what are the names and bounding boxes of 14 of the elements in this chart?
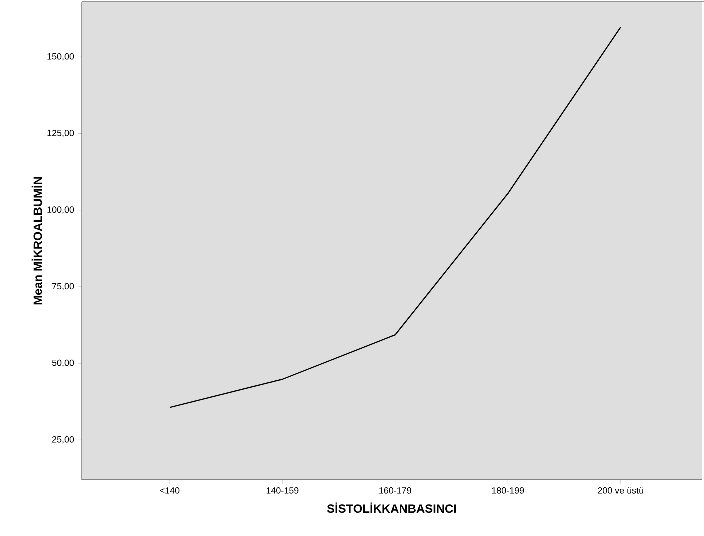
y-tick-label: 75,00 [52,283,74,291]
y-tick-label: 25,00 [52,436,74,444]
y-tick-label: 125,00 [48,130,74,138]
x-tick-label: 140-159 [266,488,299,494]
x-tick-label: 160-179 [380,488,412,494]
y-tick-label: 100,00 [48,206,74,214]
x-tick-label: 180-199 [492,488,524,494]
x-tick-label: 200 ve üstü [598,488,644,494]
x-tick-label: <140 [160,488,180,494]
line-series [169,26,622,408]
y-tick-label: 150,00 [48,53,74,61]
y-tick-label: 50,00 [52,360,74,368]
x-axis-title: SİSTOLİKKANBASINCI [327,502,456,514]
y-axis-title: Mean MİKROALBUMİN [32,177,42,305]
